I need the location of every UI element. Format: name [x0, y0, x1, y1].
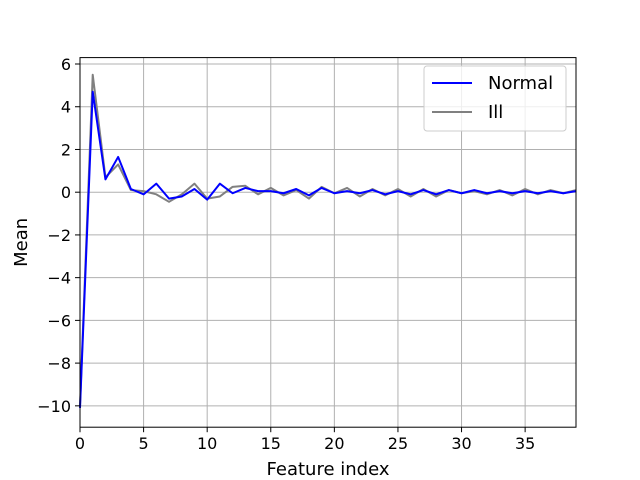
x-tick-label: 10 — [197, 434, 217, 453]
x-axis: 0 5 10 15 20 25 30 35 — [75, 427, 535, 453]
x-tick-label: 20 — [324, 434, 344, 453]
y-tick-label: −8 — [47, 354, 71, 373]
y-tick-label: −4 — [47, 269, 71, 288]
series-line-normal — [79, 90, 577, 409]
x-tick-label: 30 — [451, 434, 471, 453]
legend: Normal Ill — [423, 65, 567, 132]
x-tick-label: 35 — [515, 434, 535, 453]
y-tick-label: 6 — [61, 55, 71, 74]
legend-label-normal: Normal — [488, 73, 553, 94]
x-tick-label: 15 — [261, 434, 281, 453]
x-tick-label: 0 — [75, 434, 85, 453]
series-layer — [79, 73, 577, 409]
x-tick-label: 25 — [388, 434, 408, 453]
y-tick-label: −10 — [37, 397, 71, 416]
y-tick-label: 2 — [61, 140, 71, 159]
y-tick-label: −6 — [47, 311, 71, 330]
y-axis: −10 −8 −6 −4 −2 0 2 4 6 — [37, 55, 80, 416]
y-tick-label: −2 — [47, 226, 71, 245]
legend-label-ill: Ill — [488, 102, 503, 123]
y-tick-label: 4 — [61, 98, 71, 117]
y-axis-label: Mean — [11, 218, 32, 267]
x-axis-label: Feature index — [267, 459, 390, 480]
y-tick-label: 0 — [61, 183, 71, 202]
plot-area-frame — [79, 57, 577, 428]
x-tick-label: 5 — [138, 434, 148, 453]
